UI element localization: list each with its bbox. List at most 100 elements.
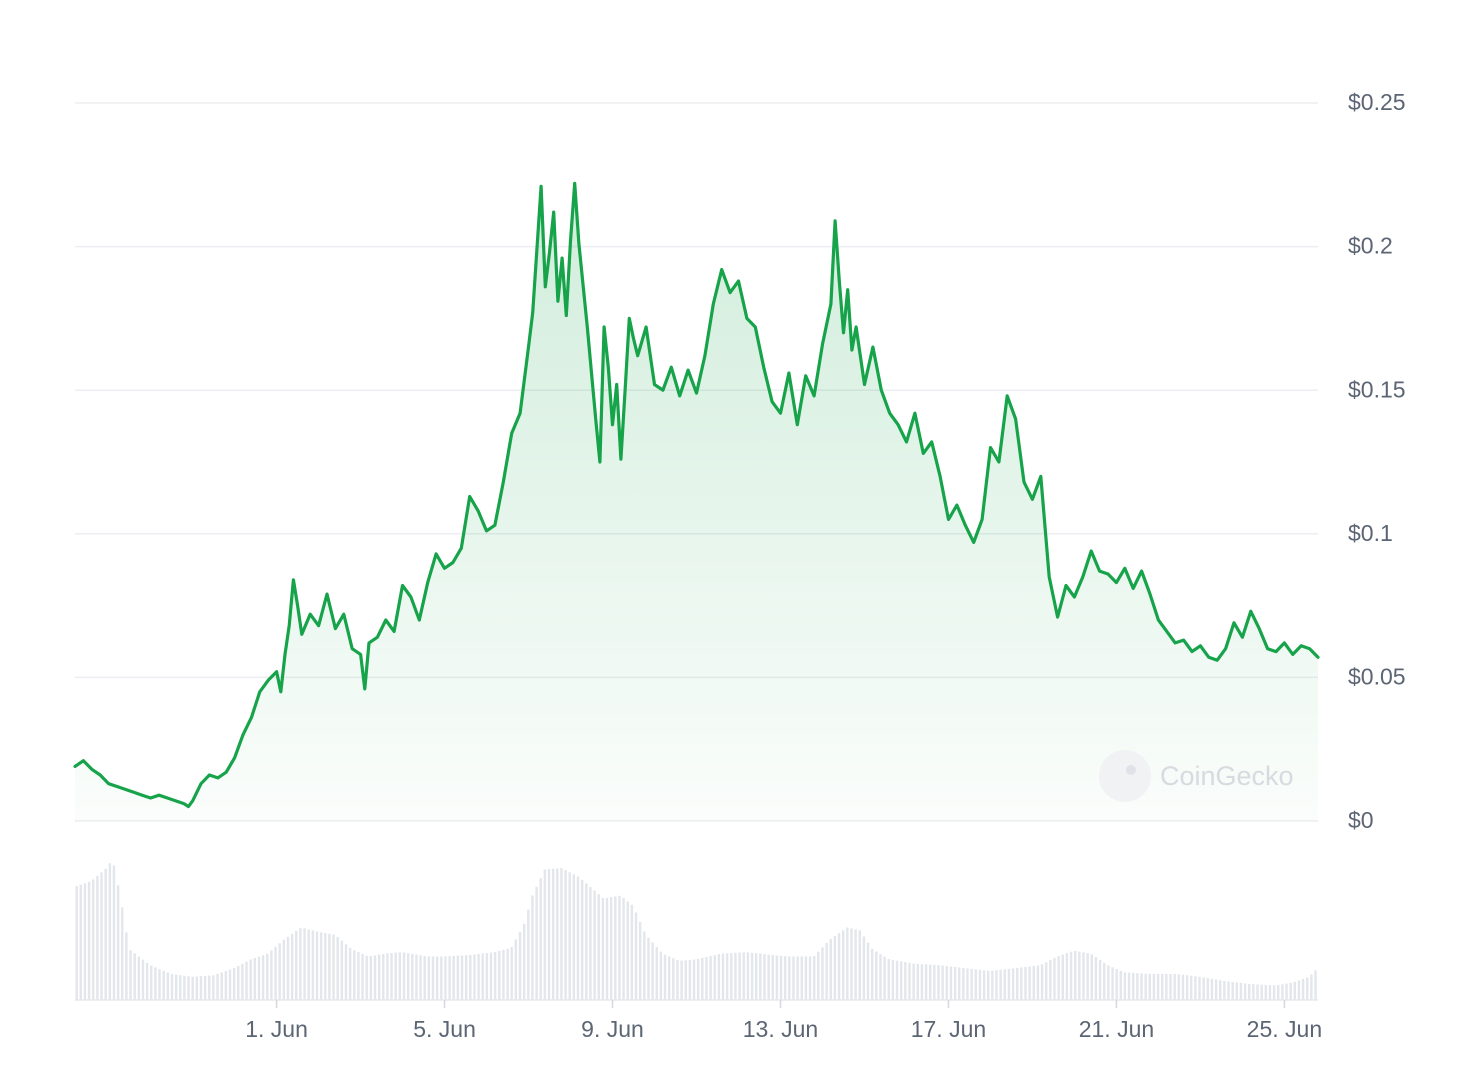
volume-bar: [1074, 950, 1077, 1000]
volume-bar: [1181, 974, 1185, 1000]
volume-bar: [999, 969, 1002, 1000]
volume-bar: [684, 960, 687, 1000]
volume-bar: [431, 956, 435, 1000]
volume-bar: [539, 878, 542, 1000]
volume-bar: [224, 970, 228, 1000]
volume-bar: [1260, 984, 1263, 1000]
volume-bar: [1214, 979, 1218, 1000]
volume-bar: [1024, 966, 1027, 1000]
volume-bar: [423, 956, 426, 1000]
volume-bar: [663, 954, 667, 1000]
volume-bar: [257, 956, 261, 1000]
volume-bar: [551, 868, 555, 1000]
volume-bar: [1194, 976, 1197, 1000]
volume-bar: [846, 927, 849, 1000]
volume-bar: [133, 953, 136, 1000]
volume-bar: [1256, 984, 1259, 1000]
volume-bar: [564, 870, 567, 1000]
volume-bar: [904, 962, 907, 1000]
volume-bar: [1248, 983, 1251, 1000]
volume-bar: [311, 930, 315, 1000]
volume-bar: [1103, 962, 1106, 1000]
volume-bar: [1115, 969, 1118, 1000]
volume-bar: [1065, 953, 1069, 1000]
volume-bar: [1069, 951, 1073, 1000]
volume-bar: [858, 930, 861, 1000]
volume-bar: [1086, 953, 1089, 1000]
volume-bar: [717, 954, 721, 1000]
volume-bar: [162, 970, 165, 1000]
volume-bar: [116, 885, 120, 1000]
volume-bar: [1016, 967, 1019, 1000]
volume-bar: [1078, 951, 1081, 1000]
volume-bar: [1173, 973, 1176, 1000]
volume-bar: [547, 869, 551, 1000]
volume-bar: [518, 931, 522, 1000]
volume-bar: [1144, 973, 1147, 1000]
volume-bar: [899, 961, 903, 1000]
volume-bar: [1049, 960, 1052, 1000]
volume-bar: [1028, 966, 1031, 1000]
volume-bar: [995, 970, 998, 1000]
gecko-eye-icon: [1126, 765, 1136, 775]
volume-bar: [92, 879, 95, 1000]
volume-bar: [411, 953, 414, 1000]
volume-bar: [290, 933, 294, 1000]
volume-bar: [862, 936, 866, 1000]
volume-bar: [701, 957, 704, 1000]
volume-bar: [738, 952, 741, 1000]
volume-bar: [489, 952, 493, 1000]
volume-bar: [104, 868, 107, 1000]
volume-bars: [75, 863, 1318, 1001]
volume-bar: [191, 976, 194, 1000]
volume-bar: [514, 939, 518, 1000]
volume-bar: [895, 960, 899, 1000]
volume-bar: [634, 912, 638, 1000]
volume-bar: [1239, 982, 1243, 1000]
volume-bar: [709, 956, 712, 1000]
volume-bar: [274, 946, 277, 1000]
volume-bar: [129, 950, 132, 1000]
volume-bar: [730, 953, 733, 1000]
volume-bar: [535, 886, 538, 1000]
volume-bar: [1148, 973, 1151, 1000]
volume-bar: [672, 958, 675, 1000]
volume-bar: [1152, 973, 1156, 1000]
volume-bar: [1036, 965, 1040, 1000]
volume-bar: [1003, 969, 1006, 1000]
volume-bar: [456, 955, 460, 1000]
coingecko-watermark: CoinGecko: [1099, 750, 1294, 802]
volume-bar: [721, 953, 725, 1000]
x-tick-label: 25. Jun: [1247, 1016, 1322, 1042]
volume-bar: [87, 881, 91, 1000]
volume-bar: [448, 956, 451, 1000]
volume-bar: [833, 936, 837, 1000]
volume-bar: [510, 947, 513, 1000]
volume-bar: [593, 890, 596, 1000]
volume-bar: [228, 969, 232, 1000]
volume-bar: [821, 947, 824, 1000]
price-line: [73, 181, 1320, 809]
volume-bar: [850, 928, 853, 1000]
volume-bar: [369, 956, 373, 1000]
volume-bar: [336, 937, 339, 1000]
volume-bar: [556, 868, 559, 1000]
volume-bar: [1111, 967, 1114, 1000]
volume-bar: [1227, 981, 1230, 1000]
volume-bar: [1061, 954, 1064, 1000]
volume-bar: [373, 955, 377, 1000]
volume-bar: [651, 942, 654, 1000]
volume-bar: [775, 955, 779, 1000]
gecko-logo-icon: [1099, 750, 1151, 802]
volume-bar: [1082, 952, 1085, 1000]
volume-bar: [800, 956, 803, 1000]
volume-bar: [771, 955, 774, 1000]
volume-bar: [266, 953, 269, 1000]
volume-bar: [444, 956, 447, 1000]
volume-bar: [883, 956, 886, 1000]
volume-bar: [324, 933, 327, 1000]
volume-bar: [286, 936, 290, 1000]
volume-bar: [307, 929, 310, 1000]
volume-bar: [920, 964, 924, 1000]
volume-bar: [953, 966, 957, 1000]
